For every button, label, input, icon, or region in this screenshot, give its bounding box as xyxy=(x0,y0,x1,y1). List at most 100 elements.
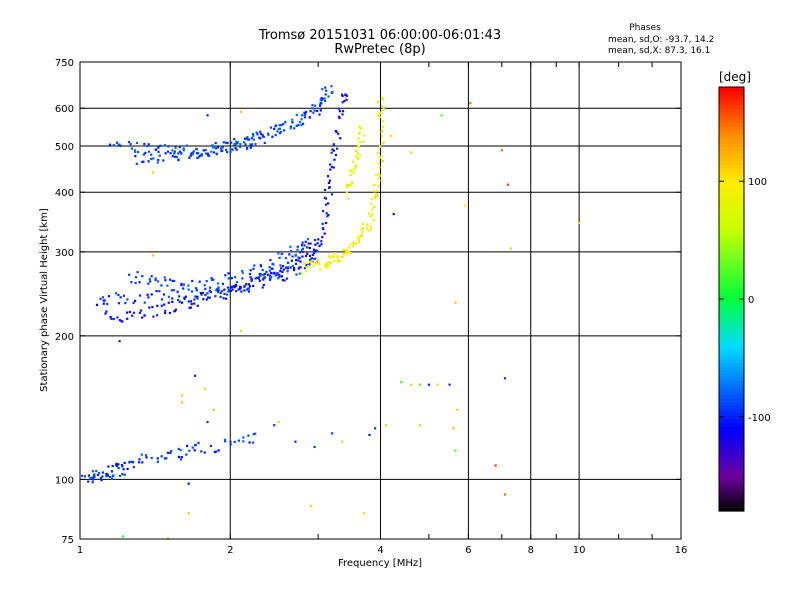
echo-point xyxy=(168,311,172,315)
echo-point xyxy=(278,275,281,278)
echo-point xyxy=(235,290,238,293)
echo-point xyxy=(214,147,218,150)
colorbar-segment xyxy=(719,316,744,321)
echo-point xyxy=(160,304,163,307)
echo-point xyxy=(279,264,282,267)
echo-point xyxy=(136,271,139,274)
echo-point xyxy=(150,293,153,296)
echo-point xyxy=(115,141,119,144)
echo-point xyxy=(193,302,196,305)
echo-point xyxy=(357,137,360,140)
echo-point xyxy=(141,160,144,164)
echo-point xyxy=(96,473,100,476)
y-tick-label: 200 xyxy=(55,332,74,343)
echo-point xyxy=(215,153,219,156)
echo-point xyxy=(214,141,217,145)
echo-point xyxy=(219,291,222,294)
echo-point xyxy=(248,441,251,444)
echo-point xyxy=(252,284,255,288)
echo-point xyxy=(150,456,153,460)
echo-point xyxy=(318,113,321,116)
echo-point xyxy=(197,441,200,445)
echo-point xyxy=(254,142,257,146)
echo-point xyxy=(286,267,289,270)
echo-point xyxy=(247,138,250,141)
colorbar-segment xyxy=(719,323,744,328)
echo-point xyxy=(298,266,301,269)
echo-point xyxy=(297,124,300,127)
colorbar-segment xyxy=(719,161,744,166)
echo-point xyxy=(251,143,254,146)
echo-point xyxy=(327,175,330,178)
echo-point xyxy=(197,152,200,155)
echo-point xyxy=(180,284,183,287)
echo-point xyxy=(163,276,166,279)
echo-point xyxy=(156,457,159,460)
echo-point xyxy=(253,264,256,267)
echo-point xyxy=(143,301,146,304)
echo-point xyxy=(456,408,459,411)
echo-point xyxy=(313,445,316,449)
echo-point xyxy=(147,150,151,153)
echo-point xyxy=(124,302,127,305)
echo-point xyxy=(289,127,292,130)
echo-point xyxy=(169,278,172,281)
echo-point xyxy=(177,159,180,162)
colorbar-segment xyxy=(719,118,744,123)
echo-point xyxy=(284,266,288,269)
colorbar-segment xyxy=(719,253,744,258)
echo-point xyxy=(171,279,174,282)
echo-point xyxy=(138,281,141,284)
colorbar-segment xyxy=(719,369,744,374)
echo-point xyxy=(273,271,276,274)
echo-point xyxy=(181,301,184,304)
echo-point xyxy=(112,144,115,147)
echo-point xyxy=(344,93,347,96)
echo-point xyxy=(212,278,215,281)
echo-point xyxy=(248,272,252,276)
echo-point xyxy=(229,289,232,293)
colorbar-segment xyxy=(719,341,744,346)
echo-point xyxy=(118,340,121,343)
colorbar-segment xyxy=(719,447,744,452)
echo-point xyxy=(208,286,212,289)
colorbar-segment xyxy=(719,334,744,339)
echo-point xyxy=(157,146,160,149)
x-tick-label: 16 xyxy=(675,545,688,556)
echo-point xyxy=(224,440,227,443)
colorbar-segment xyxy=(719,486,744,491)
echo-point xyxy=(306,252,309,255)
echo-point xyxy=(365,227,369,230)
colorbar-segment xyxy=(719,387,744,392)
echo-point xyxy=(188,449,191,452)
echo-point xyxy=(163,303,166,306)
colorbar-segment xyxy=(719,454,744,459)
echo-point xyxy=(305,110,308,113)
echo-point xyxy=(248,285,251,288)
colorbar-segment xyxy=(719,185,744,191)
colorbar-segment xyxy=(719,175,744,180)
echo-point xyxy=(164,309,167,312)
colorbar-segment xyxy=(719,450,744,456)
echo-point xyxy=(372,205,375,208)
echo-point xyxy=(374,195,377,198)
echo-point xyxy=(243,289,246,292)
echo-point xyxy=(249,143,252,146)
echo-point xyxy=(258,279,261,282)
echo-point xyxy=(202,149,205,152)
echo-point xyxy=(139,294,142,297)
echo-point xyxy=(261,135,264,138)
echo-point xyxy=(323,196,326,199)
echo-point xyxy=(222,141,225,144)
echo-point xyxy=(376,152,379,155)
echo-point xyxy=(157,158,160,161)
colorbar-segment xyxy=(719,171,744,176)
echo-point xyxy=(80,474,84,477)
echo-point xyxy=(380,135,384,138)
echo-point xyxy=(281,252,284,256)
echo-point xyxy=(369,215,372,218)
echo-point xyxy=(144,151,147,154)
echo-point xyxy=(143,314,146,317)
phase-box-x: mean, sd,X: 87.3, 16.1 xyxy=(608,46,710,56)
echo-point xyxy=(169,451,172,455)
